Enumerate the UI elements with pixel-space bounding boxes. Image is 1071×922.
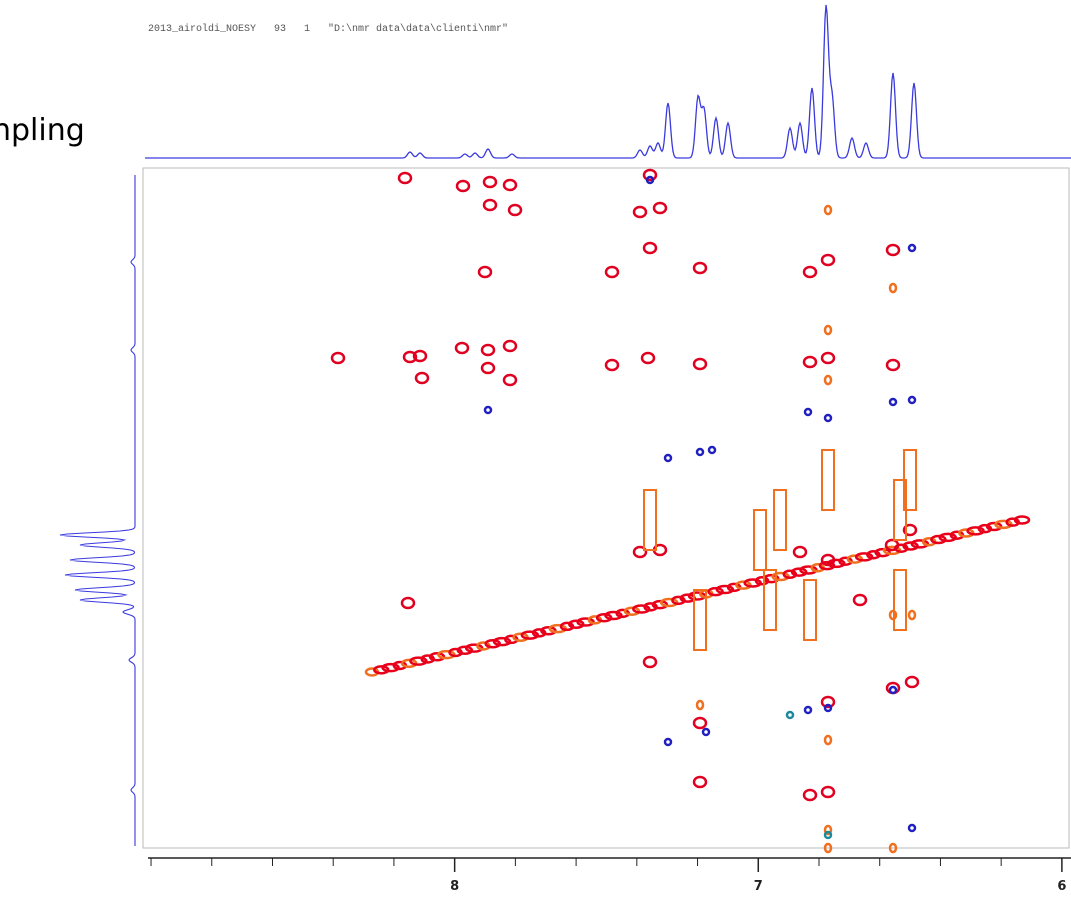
peak (502, 373, 518, 387)
peak (502, 339, 518, 353)
peak (820, 253, 836, 267)
chart-title: 2013_airoldi_NOESY 93 1 "D:\nmr data\dat… (148, 23, 508, 35)
peak (695, 699, 705, 711)
peak (823, 734, 833, 746)
peak (907, 823, 917, 833)
peak (482, 175, 498, 189)
peak (785, 710, 795, 720)
peak (645, 175, 655, 185)
peak-band (903, 449, 917, 511)
peak (885, 358, 901, 372)
peak (707, 445, 717, 455)
peak (852, 593, 868, 607)
peak-band (693, 589, 707, 651)
peak (632, 545, 648, 559)
peak (642, 168, 658, 182)
peak (692, 357, 708, 371)
peak (640, 351, 656, 365)
peak (820, 553, 836, 567)
peak-band (773, 489, 787, 551)
peak (397, 171, 413, 185)
peak (642, 241, 658, 255)
peak (907, 609, 917, 621)
peak (907, 243, 917, 253)
peak (802, 265, 818, 279)
x-tick-label: 8 (450, 879, 459, 894)
peak-band (893, 569, 907, 631)
peak (802, 355, 818, 369)
peak-band (753, 509, 767, 571)
peak (483, 405, 493, 415)
peak (477, 265, 493, 279)
peak (885, 243, 901, 257)
x-tick-label: 6 (1057, 879, 1066, 894)
peak (507, 203, 523, 217)
peak (692, 716, 708, 730)
peak (402, 350, 418, 364)
peak (480, 343, 496, 357)
peak (695, 447, 705, 457)
peak (820, 351, 836, 365)
peak (1013, 515, 1031, 525)
peak (823, 830, 833, 840)
peak (823, 204, 833, 216)
peak (642, 655, 658, 669)
peak (330, 351, 346, 365)
left-projection (59, 175, 136, 846)
peak-band (763, 569, 777, 631)
peak (792, 545, 808, 559)
contour-peaks (330, 168, 1031, 854)
peak (823, 703, 833, 713)
peak (414, 371, 430, 385)
peak-band (643, 489, 657, 551)
peak (502, 178, 518, 192)
peak (888, 282, 898, 294)
peak (823, 324, 833, 336)
peak (803, 407, 813, 417)
peak (888, 397, 898, 407)
peak (823, 413, 833, 423)
peak (604, 358, 620, 372)
peak-band (803, 579, 817, 641)
peak (888, 842, 898, 854)
peak (907, 395, 917, 405)
peak (802, 788, 818, 802)
peak (904, 675, 920, 689)
top-projection (145, 4, 1071, 159)
peak (692, 261, 708, 275)
peak (820, 695, 836, 709)
x-tick-label: 7 (754, 879, 763, 894)
peak (455, 179, 471, 193)
peak (663, 453, 673, 463)
peak (803, 705, 813, 715)
peak (902, 523, 918, 537)
side-label: npling (0, 113, 85, 148)
peak (400, 596, 416, 610)
peak (692, 775, 708, 789)
peak (604, 265, 620, 279)
peak-band (821, 449, 835, 511)
peak (663, 737, 673, 747)
plot-frame (142, 167, 1070, 849)
peak (412, 349, 428, 363)
peak (652, 201, 668, 215)
peak (482, 198, 498, 212)
peak (823, 824, 833, 836)
peak (823, 374, 833, 386)
peak (820, 785, 836, 799)
peak (888, 685, 898, 695)
peak (701, 727, 711, 737)
peak (823, 842, 833, 854)
peak (454, 341, 470, 355)
peak (480, 361, 496, 375)
peak (632, 205, 648, 219)
peak (884, 538, 900, 552)
